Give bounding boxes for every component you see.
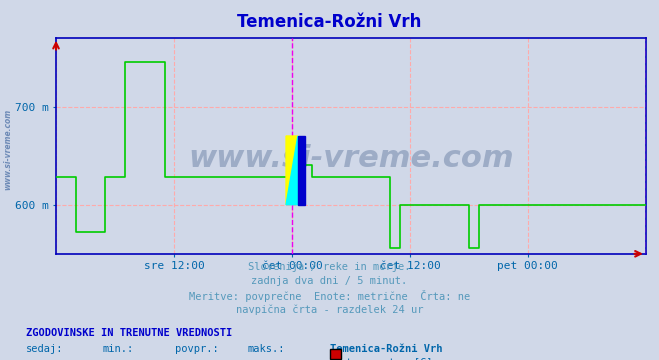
Polygon shape (286, 136, 298, 205)
Text: zadnja dva dni / 5 minut.: zadnja dva dni / 5 minut. (251, 276, 408, 286)
Text: povpr.:: povpr.: (175, 344, 218, 354)
Text: maks.:: maks.: (247, 344, 285, 354)
Bar (298, 136, 305, 205)
Text: ZGODOVINSKE IN TRENUTNE VREDNOSTI: ZGODOVINSKE IN TRENUTNE VREDNOSTI (26, 328, 233, 338)
Text: sedaj:: sedaj: (26, 344, 64, 354)
Text: -nan: -nan (26, 358, 51, 360)
Text: Temenica-Rožni Vrh: Temenica-Rožni Vrh (330, 344, 442, 354)
Text: temperatura[C]: temperatura[C] (345, 358, 433, 360)
Text: Slovenija / reke in morje.: Slovenija / reke in morje. (248, 262, 411, 272)
Text: www.si-vreme.com: www.si-vreme.com (3, 109, 13, 190)
Text: Meritve: povprečne  Enote: metrične  Črta: ne: Meritve: povprečne Enote: metrične Črta:… (189, 290, 470, 302)
Text: -nan: -nan (102, 358, 127, 360)
Text: Temenica-Rožni Vrh: Temenica-Rožni Vrh (237, 13, 422, 31)
Text: min.:: min.: (102, 344, 133, 354)
Text: www.si-vreme.com: www.si-vreme.com (188, 144, 514, 173)
Text: -nan: -nan (247, 358, 272, 360)
Text: -nan: -nan (175, 358, 200, 360)
Polygon shape (286, 136, 298, 205)
Text: navpična črta - razdelek 24 ur: navpična črta - razdelek 24 ur (236, 304, 423, 315)
